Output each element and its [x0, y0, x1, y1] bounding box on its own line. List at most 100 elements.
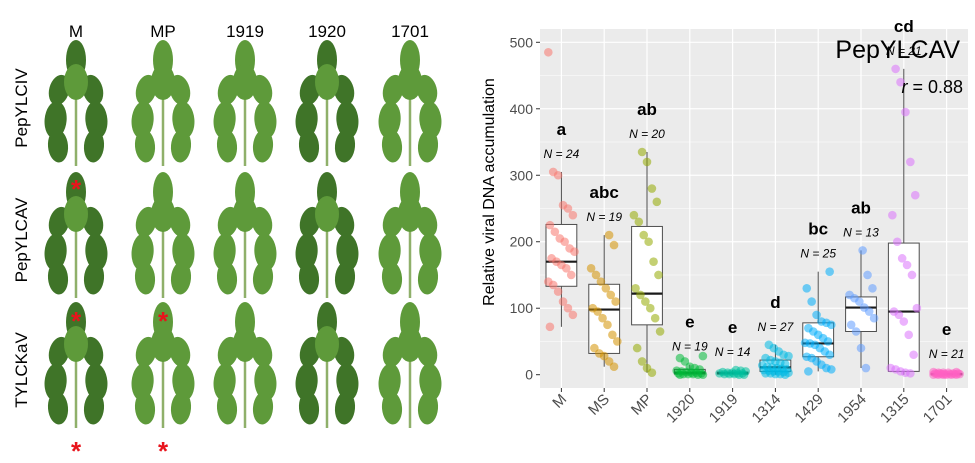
- points-M: [544, 47, 579, 332]
- significance-letter: ab: [851, 198, 871, 217]
- data-point: [855, 297, 864, 306]
- data-point: [825, 267, 834, 276]
- column-label: M: [69, 22, 83, 41]
- significance-letter: ab: [637, 100, 657, 119]
- x-tick-label: 1429: [791, 391, 827, 427]
- leaf-image: [44, 40, 108, 166]
- data-point: [606, 290, 616, 300]
- points-1314: [758, 340, 793, 380]
- sample-size-label: N = 24: [544, 147, 580, 161]
- points-1954: [845, 246, 879, 373]
- row-label: PepYLCAV: [12, 197, 31, 282]
- data-point: [593, 307, 602, 316]
- data-point: [891, 64, 900, 74]
- data-point: [652, 197, 662, 207]
- significance-letter: e: [942, 320, 951, 339]
- data-point: [868, 283, 877, 293]
- data-point: [634, 217, 644, 227]
- sample-size-label: N = 14: [715, 345, 751, 359]
- sample-size-label: N = 19: [586, 210, 622, 224]
- data-point: [780, 370, 790, 380]
- points-1701: [929, 367, 964, 380]
- data-point: [637, 357, 647, 366]
- points-1919: [715, 365, 750, 380]
- data-point: [560, 237, 569, 247]
- sample-size-label: N = 20: [629, 127, 665, 141]
- data-point: [641, 297, 650, 306]
- leaf-image: [378, 172, 442, 298]
- data-point: [591, 270, 601, 280]
- x-tick-label: 1315: [877, 391, 913, 427]
- sample-size-label: N = 21: [929, 347, 965, 361]
- sample-size-label: N = 13: [843, 225, 879, 239]
- leaf-image: [213, 302, 277, 428]
- data-point: [739, 370, 749, 380]
- data-point: [570, 247, 579, 257]
- data-point: [642, 157, 652, 167]
- leaf-image: [44, 172, 108, 298]
- data-point: [553, 287, 563, 296]
- data-point: [545, 220, 555, 230]
- boxplot-chart: N = 24 a N = 19 abc N = 20 ab N = 19 e N = 14 e N …: [481, 17, 968, 427]
- symptom-marker: *: [71, 436, 82, 458]
- y-tick-label: 200: [510, 234, 534, 250]
- data-point: [598, 313, 607, 323]
- data-point: [784, 351, 793, 361]
- data-point: [545, 322, 555, 332]
- data-point: [864, 307, 874, 316]
- x-tick-label: MP: [628, 391, 656, 419]
- sample-size-label: N = 25: [800, 247, 836, 261]
- row-label: TYLCKaV: [12, 332, 31, 408]
- y-tick-label: 0: [525, 367, 533, 383]
- data-point: [631, 283, 640, 293]
- data-point: [952, 370, 961, 380]
- data-point: [639, 230, 649, 240]
- data-point: [858, 246, 867, 255]
- sample-size-label: N = 21: [886, 44, 922, 58]
- data-point: [548, 280, 558, 290]
- data-point: [863, 270, 872, 280]
- correlation-annotation: r = 0.88: [901, 77, 963, 97]
- data-point: [636, 290, 645, 300]
- points-MP: [629, 147, 665, 378]
- data-point: [826, 365, 836, 374]
- data-point: [906, 157, 915, 167]
- data-point: [812, 310, 821, 320]
- column-label: 1701: [391, 22, 429, 41]
- data-point: [563, 303, 573, 313]
- data-point: [603, 320, 612, 330]
- data-point: [804, 367, 813, 376]
- data-point: [896, 77, 905, 87]
- data-point: [645, 303, 655, 313]
- data-point: [902, 260, 912, 270]
- data-point: [888, 210, 897, 220]
- significance-letter: e: [728, 318, 737, 337]
- leaf-image: [295, 40, 359, 166]
- data-point: [939, 370, 948, 380]
- data-point: [649, 257, 658, 266]
- data-point: [611, 297, 620, 306]
- data-point: [629, 210, 639, 220]
- data-point: [906, 369, 915, 378]
- boxplot-panel: N = 24 a N = 19 abc N = 20 ab N = 19 e N = 14 e N …: [470, 0, 975, 458]
- data-point: [894, 310, 904, 320]
- leaf-grid: M MP 1919 1920 1701 PepYLCIV PepYLCAV TYLCKaV * *…: [12, 22, 442, 463]
- data-point: [846, 320, 856, 330]
- y-tick-label: 100: [510, 300, 534, 316]
- data-point: [609, 362, 619, 372]
- data-point: [655, 327, 665, 336]
- data-point: [825, 350, 834, 360]
- significance-letter: e: [685, 313, 694, 332]
- leaf-image: [213, 172, 277, 298]
- x-tick-label: M: [549, 391, 570, 412]
- data-point: [907, 270, 917, 280]
- leaf-image: [131, 172, 195, 298]
- data-point: [568, 210, 578, 220]
- x-tick-label: MS: [585, 391, 613, 419]
- data-point: [566, 270, 576, 280]
- group-annotations: N = 24 a N = 19 abc N = 20 ab N = 19 e N = 14 e N …: [544, 17, 965, 361]
- data-point: [550, 227, 560, 237]
- data-point: [861, 363, 871, 373]
- data-point: [650, 313, 660, 323]
- data-point: [604, 230, 614, 240]
